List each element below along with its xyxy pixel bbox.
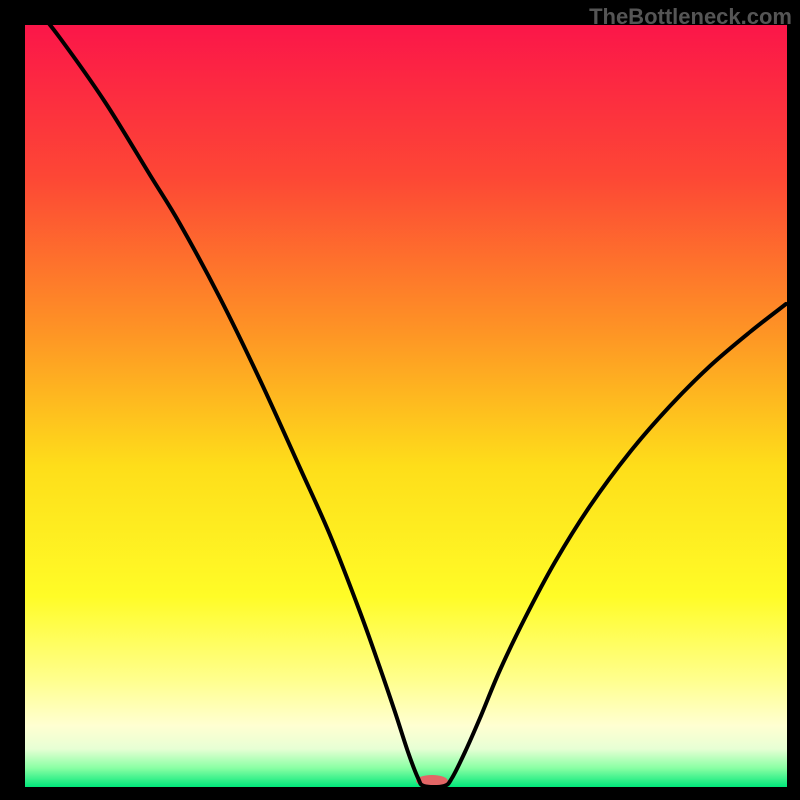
bottleneck-chart: TheBottleneck.com <box>0 0 800 800</box>
chart-svg <box>0 0 800 800</box>
watermark-text: TheBottleneck.com <box>589 4 792 30</box>
